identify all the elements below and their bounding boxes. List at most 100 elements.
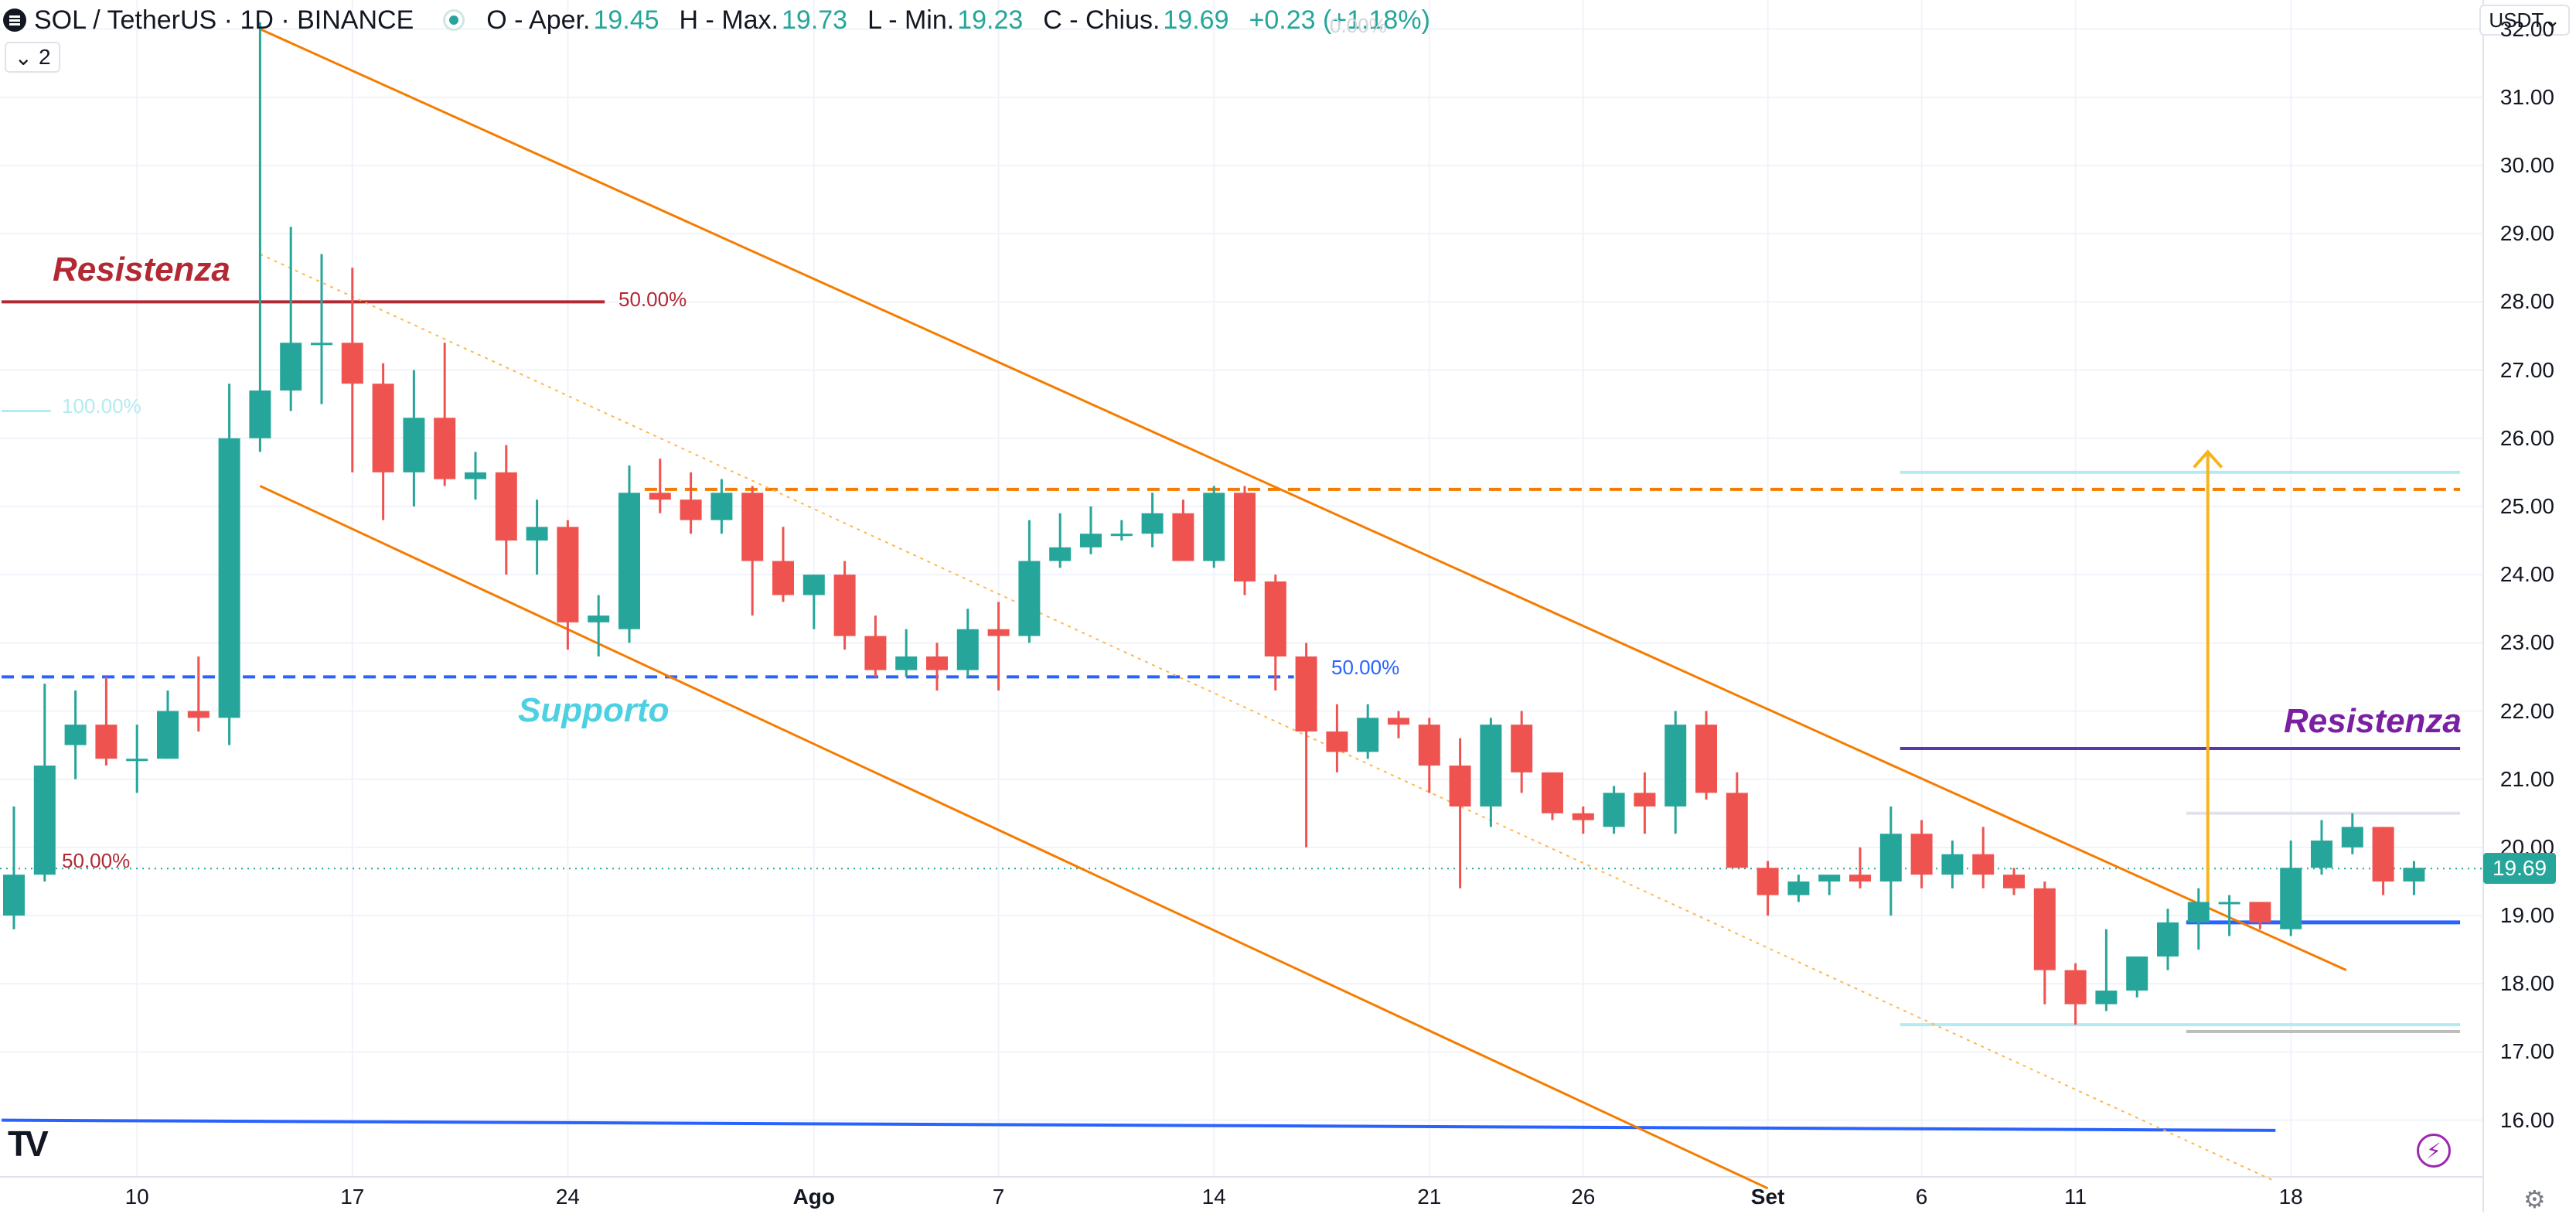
time-tick-label: Ago [792, 1185, 836, 1209]
channel-lower-line [259, 485, 1769, 1190]
price-tick-label: 29.00 [2499, 221, 2554, 246]
candle-body [2095, 991, 2118, 1004]
candle-body [1172, 513, 1194, 561]
indicator-count: 2 [38, 45, 51, 69]
candle-body [926, 656, 948, 670]
time-tick-label: 17 [340, 1185, 365, 1209]
close-value: 19.69 [1163, 5, 1229, 35]
chevron-down-icon: ⌄ [14, 45, 32, 70]
candle-body [956, 629, 979, 670]
candle-body [434, 418, 456, 479]
candle-body [341, 343, 363, 384]
candle-body [495, 472, 517, 541]
candle-body [1418, 725, 1440, 766]
chevron-down-icon: ⌄ [2544, 8, 2561, 32]
candle-body [1141, 513, 1164, 534]
support-label[interactable]: Supporto [518, 691, 670, 729]
candle-body [1295, 656, 1317, 731]
candle-body [1695, 725, 1717, 793]
candle-body [1480, 725, 1502, 806]
time-tick-label: Set [1750, 1185, 1785, 1209]
change-value: +0.23 (+1.18%) [1249, 5, 1430, 35]
candle-body [1264, 581, 1286, 656]
candle-body [1080, 534, 1102, 547]
candle-body [1203, 493, 1225, 561]
price-tick-label: 26.00 [2499, 425, 2554, 450]
candle-body [557, 527, 579, 622]
candle-body [1726, 793, 1748, 868]
candle-body [2403, 868, 2425, 882]
channel-upper-line [259, 28, 2347, 971]
fib-50-red-top-label: 50.00% [618, 288, 687, 311]
resistance-left-label[interactable]: Resistenza [53, 251, 230, 288]
currency-selector[interactable]: USDT ⌄ [2479, 5, 2570, 36]
symbol-title[interactable]: SOL / TetherUS · 1D · BINANCE [34, 5, 414, 35]
candle-body [2064, 970, 2087, 1004]
candle-body [1110, 534, 1133, 537]
candle-body [833, 575, 856, 636]
open-value: 19.45 [593, 5, 659, 35]
candle-body [280, 343, 302, 391]
long-blue-line [2, 1118, 2276, 1132]
fib-100-left-label: 100.00% [62, 394, 141, 418]
high-label: H - Max. [679, 5, 779, 35]
candle-body [1357, 718, 1379, 752]
candle-body [311, 343, 332, 346]
candle-body [1018, 561, 1041, 636]
fib-50-red-low-label: 50.00% [62, 849, 131, 872]
candle-body [1818, 875, 1841, 882]
time-tick-label: 6 [1915, 1185, 1928, 1209]
time-tick-label: 7 [992, 1185, 1005, 1209]
price-tick-label: 31.00 [2499, 84, 2554, 109]
candle-body [772, 561, 794, 595]
candle-body [249, 390, 271, 438]
candle-body [680, 500, 702, 520]
currency-label: USDT [2489, 8, 2544, 32]
time-tick-label: 26 [1571, 1185, 1596, 1209]
candle-body [403, 418, 425, 472]
lightning-icon[interactable]: ⚡ [2417, 1134, 2451, 1168]
candle-body [1603, 793, 1625, 827]
candle-body [1326, 731, 1348, 752]
candle-body [741, 493, 764, 561]
current-price-tag: 19.69 [2483, 853, 2556, 885]
high-value: 19.73 [782, 5, 848, 35]
settings-gear-icon[interactable]: ⚙ [2523, 1185, 2546, 1213]
time-tick-label: 11 [2064, 1185, 2087, 1209]
price-tick-label: 23.00 [2499, 630, 2554, 655]
candle-body [710, 493, 733, 520]
time-tick-label: 14 [1201, 1185, 1226, 1209]
candle-body [2249, 902, 2271, 922]
time-tick-label: 21 [1417, 1185, 1442, 1209]
price-tick-label: 28.00 [2499, 289, 2554, 314]
candle-body [618, 493, 640, 629]
candle-body [1787, 881, 1810, 895]
tradingview-logo[interactable]: TV [8, 1124, 49, 1164]
candle-body [2033, 888, 2056, 970]
candle-body [895, 656, 918, 670]
market-status-icon[interactable] [443, 9, 465, 31]
price-tick-label: 27.00 [2499, 357, 2554, 382]
candle-body [2311, 841, 2332, 868]
open-label: O - Aper. [486, 5, 591, 35]
symbol-header: SOL / TetherUS · 1D · BINANCE O - Aper. … [0, 0, 1450, 40]
indicator-legend-toggle[interactable]: ⌄ 2 [5, 42, 60, 73]
candle-body [3, 875, 25, 916]
candle-body [372, 384, 394, 472]
time-tick-label: 24 [555, 1185, 580, 1209]
candle-body [2280, 868, 2302, 929]
price-tick-label: 21.00 [2499, 766, 2554, 791]
fib-50-blue-label: 50.00% [1331, 656, 1400, 679]
candle-body [802, 575, 825, 595]
candle-body [1388, 718, 1409, 725]
candle-body [987, 629, 1010, 636]
candle-body [1511, 725, 1533, 772]
candle-body [1757, 868, 1779, 895]
price-tick-label: 17.00 [2499, 1039, 2554, 1064]
candle-body [187, 711, 210, 718]
price-tick-label: 25.00 [2499, 493, 2554, 518]
resistance-right-label[interactable]: Resistenza [2284, 702, 2462, 740]
candle-body [2218, 902, 2240, 905]
candle-body [1542, 772, 1563, 813]
